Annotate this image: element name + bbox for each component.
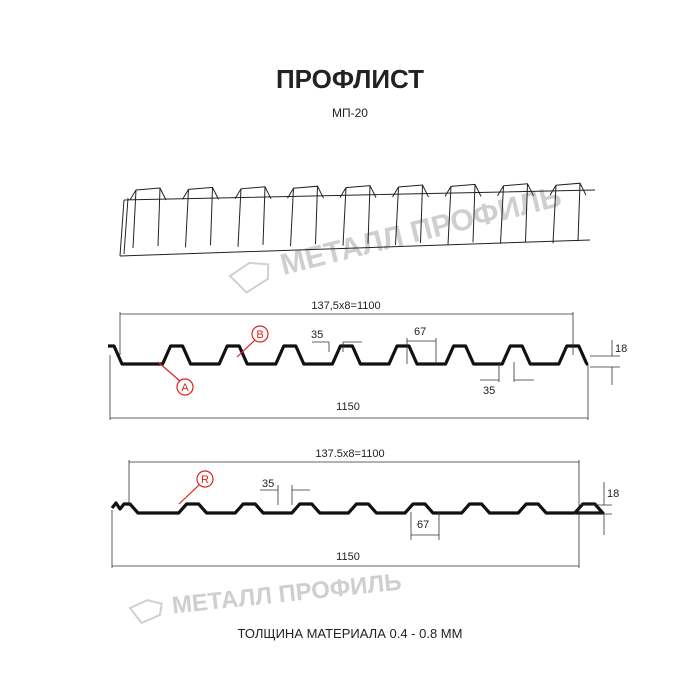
sheet-rib	[497, 183, 534, 244]
watermark-2: МЕТАЛЛ ПРОФИЛЬ	[128, 569, 403, 625]
dim-top: 137,5x8=1100	[311, 300, 380, 312]
profile-b: 137.5x8=1100 1150 35 67 18 R	[110, 448, 619, 568]
dim-rib-bottom: 35	[483, 385, 495, 397]
callout-a	[176, 378, 194, 396]
callout-a-label: A	[181, 382, 189, 394]
sheet-edges	[119, 189, 596, 257]
sheet-rib	[392, 184, 429, 246]
watermark-logo-icon	[128, 599, 163, 625]
sheet-rib	[234, 186, 272, 247]
material-thickness: ТОЛЩИНА МАТЕРИАЛА 0.4 - 0.8 ММ	[238, 626, 463, 641]
profile-b-line	[110, 501, 605, 515]
profile-a-line	[108, 344, 589, 366]
subtitle: МП-20	[332, 106, 368, 120]
callout-r-label: R	[201, 474, 209, 486]
profile-a: 137,5x8=1100 1150 35 67 35 18 A B	[108, 300, 627, 420]
sheet-rib	[182, 186, 219, 248]
dim-rib-top: 35	[262, 478, 274, 490]
sheet-rib	[287, 185, 324, 247]
callout-b-label: B	[256, 329, 263, 341]
dim-total: 1150	[336, 551, 360, 563]
dim-height: 18	[615, 343, 627, 355]
sheet-rib	[444, 183, 482, 245]
dim-rib-top: 35	[311, 329, 323, 341]
callout-b	[251, 325, 269, 343]
dim-height: 18	[607, 488, 619, 500]
watermark-text: МЕТАЛЛ ПРОФИЛЬ	[171, 569, 403, 620]
dim-top: 137.5x8=1100	[315, 448, 384, 460]
sheet-rib	[129, 187, 167, 249]
sheet-rib	[549, 182, 587, 244]
callout-r	[196, 470, 214, 488]
watermark-logo-icon	[228, 261, 270, 294]
dim-flat: 67	[417, 519, 429, 531]
dim-total: 1150	[336, 401, 360, 413]
sheet-3d-view	[119, 182, 596, 257]
title: ПРОФЛИСТ	[276, 64, 424, 94]
dim-flat: 67	[414, 326, 426, 338]
